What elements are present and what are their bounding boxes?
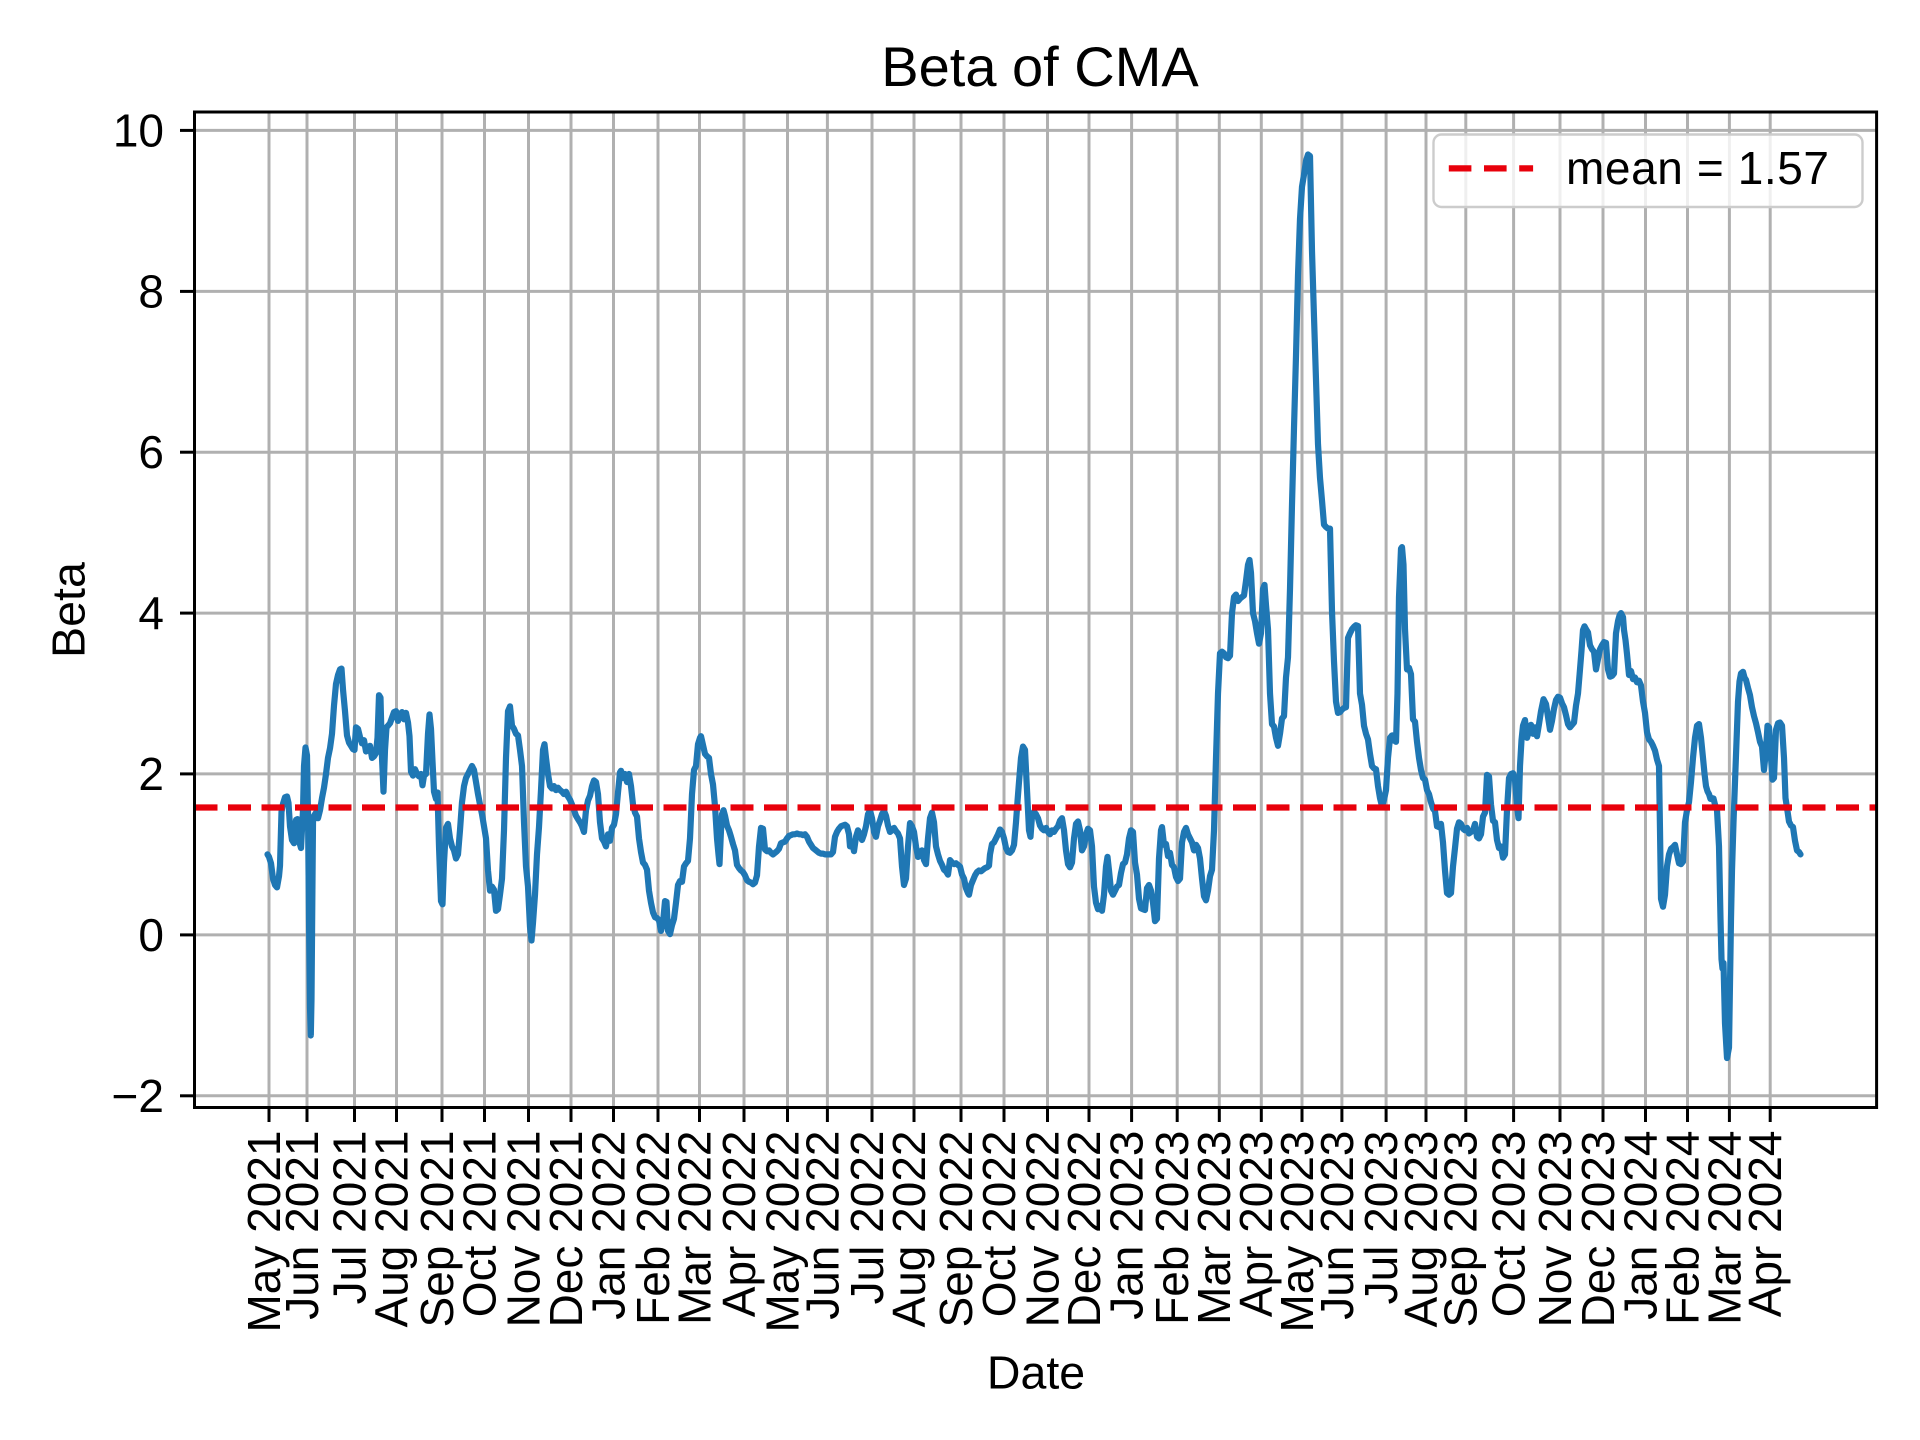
svg-text:8: 8 [138, 265, 164, 317]
svg-text:Jan 2024: Jan 2024 [1614, 1131, 1666, 1320]
svg-text:Oct 2021: Oct 2021 [453, 1131, 505, 1318]
svg-text:2: 2 [138, 748, 164, 800]
svg-text:Apr 2024: Apr 2024 [1739, 1131, 1791, 1318]
svg-text:Beta: Beta [43, 562, 95, 658]
svg-text:Feb 2024: Feb 2024 [1656, 1131, 1708, 1325]
svg-text:mean = 1.57: mean = 1.57 [1566, 142, 1830, 194]
svg-text:Mar 2022: Mar 2022 [668, 1131, 720, 1325]
svg-text:Nov 2021: Nov 2021 [497, 1131, 549, 1328]
svg-text:10: 10 [113, 104, 164, 156]
svg-text:0: 0 [138, 909, 164, 961]
svg-text:Dec 2021: Dec 2021 [540, 1131, 592, 1328]
svg-text:Jun 2021: Jun 2021 [276, 1131, 328, 1320]
svg-text:Oct 2023: Oct 2023 [1483, 1131, 1535, 1318]
svg-text:Jan 2022: Jan 2022 [582, 1131, 634, 1320]
svg-text:Dec 2022: Dec 2022 [1058, 1131, 1110, 1328]
svg-text:Mar 2024: Mar 2024 [1698, 1131, 1750, 1325]
svg-text:Aug 2022: Aug 2022 [883, 1131, 935, 1328]
svg-text:Nov 2023: Nov 2023 [1529, 1131, 1581, 1328]
svg-text:Mar 2023: Mar 2023 [1188, 1131, 1240, 1325]
svg-text:Apr 2022: Apr 2022 [713, 1131, 765, 1318]
svg-text:Jul 2021: Jul 2021 [323, 1131, 375, 1305]
svg-text:Feb 2022: Feb 2022 [627, 1131, 679, 1325]
svg-text:−2: −2 [112, 1070, 164, 1122]
svg-text:Jun 2022: Jun 2022 [796, 1131, 848, 1320]
svg-text:4: 4 [138, 587, 164, 639]
svg-text:Jul 2022: Jul 2022 [841, 1131, 893, 1305]
svg-text:May 2021: May 2021 [238, 1131, 290, 1333]
svg-text:Jul 2023: Jul 2023 [1355, 1131, 1407, 1305]
svg-text:Dec 2023: Dec 2023 [1572, 1131, 1624, 1328]
svg-text:Jan 2023: Jan 2023 [1101, 1131, 1153, 1320]
svg-text:Sep 2021: Sep 2021 [411, 1131, 463, 1328]
svg-text:Beta of CMA: Beta of CMA [881, 35, 1199, 98]
svg-text:Sep 2023: Sep 2023 [1435, 1131, 1487, 1328]
svg-text:Sep 2022: Sep 2022 [930, 1131, 982, 1328]
svg-text:6: 6 [138, 426, 164, 478]
svg-text:Aug 2023: Aug 2023 [1395, 1131, 1447, 1328]
svg-text:May 2022: May 2022 [756, 1131, 808, 1333]
svg-text:Apr 2023: Apr 2023 [1230, 1131, 1282, 1318]
svg-text:Aug 2021: Aug 2021 [365, 1131, 417, 1328]
svg-text:May 2023: May 2023 [1271, 1131, 1323, 1333]
svg-text:Nov 2022: Nov 2022 [1016, 1131, 1068, 1328]
svg-text:Oct 2022: Oct 2022 [973, 1131, 1025, 1318]
svg-text:Jun 2023: Jun 2023 [1311, 1131, 1363, 1320]
svg-text:Date: Date [987, 1347, 1085, 1399]
svg-text:Feb 2023: Feb 2023 [1146, 1131, 1198, 1325]
